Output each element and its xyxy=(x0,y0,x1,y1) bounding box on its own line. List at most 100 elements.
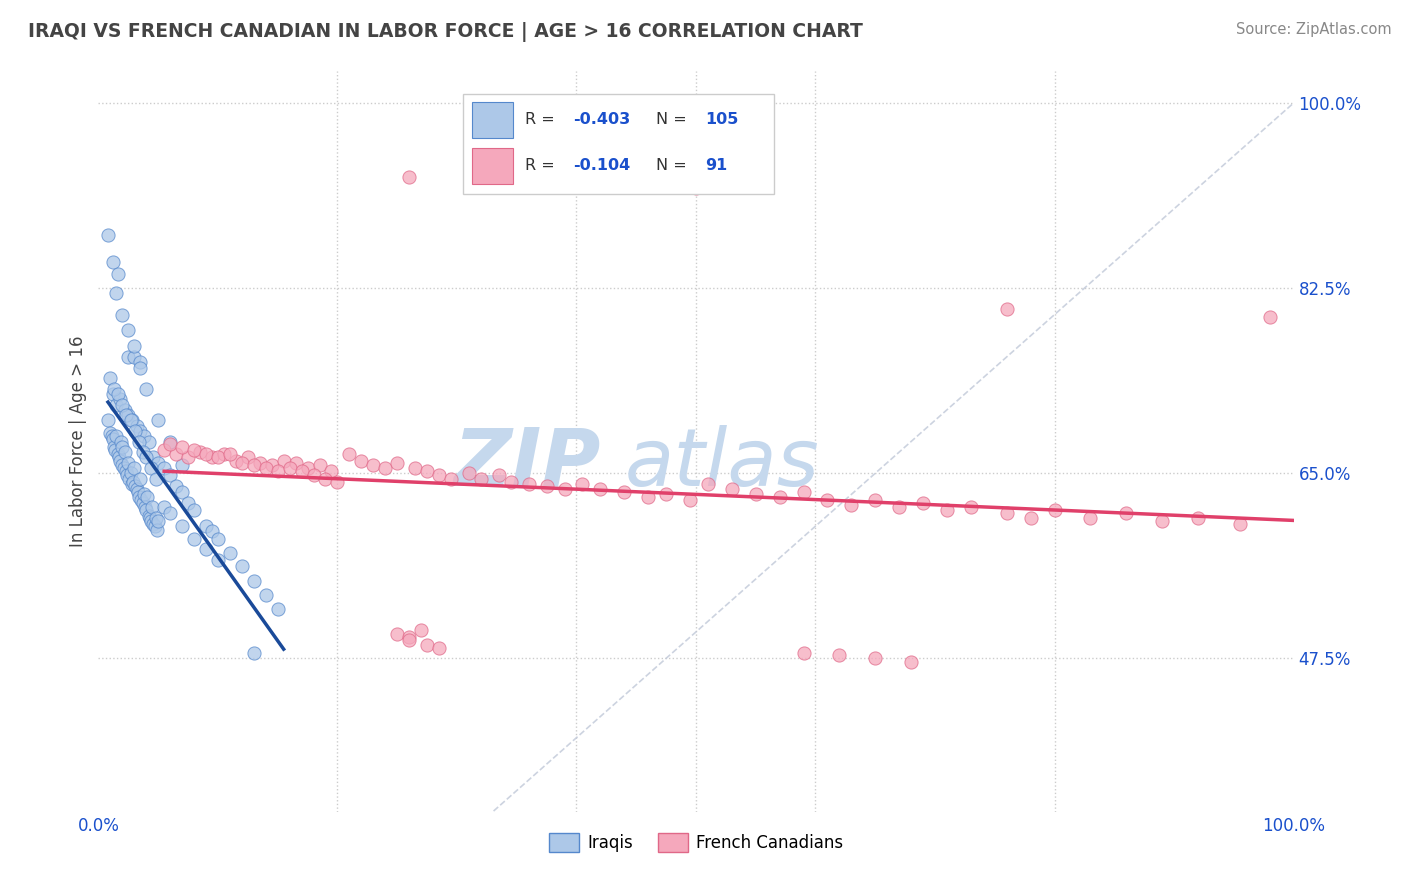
Point xyxy=(143,519,166,533)
Point xyxy=(117,324,139,338)
Point xyxy=(1115,507,1137,521)
Point xyxy=(159,434,181,449)
Point xyxy=(108,453,131,467)
Point xyxy=(146,524,169,538)
Point xyxy=(124,479,146,493)
Point xyxy=(195,447,218,461)
Point xyxy=(183,503,205,517)
Point xyxy=(107,450,129,465)
Point xyxy=(308,458,330,472)
Point xyxy=(243,574,266,589)
Point xyxy=(201,524,224,539)
Point xyxy=(398,170,420,185)
Point xyxy=(122,475,145,489)
Point xyxy=(134,500,156,515)
Point xyxy=(416,638,439,652)
Point xyxy=(145,510,167,524)
Point xyxy=(121,413,143,427)
Point xyxy=(655,487,678,501)
Point xyxy=(613,485,636,500)
Point xyxy=(124,424,146,438)
Point xyxy=(117,350,139,364)
Point xyxy=(183,442,205,457)
Point xyxy=(129,360,152,375)
Point xyxy=(111,458,134,472)
Point xyxy=(97,228,120,243)
Point xyxy=(115,468,138,483)
Point xyxy=(124,461,146,475)
Point xyxy=(98,371,122,385)
Point xyxy=(768,490,790,504)
Point xyxy=(249,456,271,470)
Point xyxy=(159,436,181,450)
Point xyxy=(135,382,157,396)
Point xyxy=(148,413,170,427)
Point xyxy=(145,472,167,486)
Point xyxy=(132,429,155,443)
Point xyxy=(107,268,129,282)
Point xyxy=(254,461,277,475)
Point xyxy=(291,464,314,478)
Point xyxy=(427,468,450,483)
Point xyxy=(1043,503,1066,517)
Point xyxy=(517,476,540,491)
Point xyxy=(207,450,229,465)
Point xyxy=(1258,310,1281,324)
Point xyxy=(326,475,349,489)
Point xyxy=(685,180,707,194)
Point xyxy=(231,559,253,574)
Point xyxy=(554,482,576,496)
Point xyxy=(571,476,593,491)
Point xyxy=(936,503,959,517)
Text: ZIP: ZIP xyxy=(453,425,600,503)
Point xyxy=(111,308,134,322)
Point xyxy=(125,418,148,433)
Point xyxy=(159,507,181,521)
Point xyxy=(153,461,176,475)
Point xyxy=(135,450,157,465)
Point xyxy=(117,408,139,422)
Point xyxy=(107,447,129,461)
Point xyxy=(115,408,138,422)
Point xyxy=(589,482,612,496)
Point xyxy=(225,453,247,467)
Point xyxy=(105,398,128,412)
Point xyxy=(841,498,863,512)
Point xyxy=(127,485,149,500)
Point xyxy=(219,546,242,560)
Point xyxy=(385,456,409,470)
Point xyxy=(165,479,187,493)
Point xyxy=(721,482,744,496)
Point xyxy=(267,464,290,478)
Point xyxy=(697,476,720,491)
Point xyxy=(165,447,187,461)
Point xyxy=(793,646,815,660)
Point xyxy=(159,468,181,483)
Point xyxy=(177,450,200,465)
Point xyxy=(219,447,242,461)
Point xyxy=(103,440,125,454)
Point xyxy=(148,456,170,470)
Point xyxy=(138,508,160,523)
Point xyxy=(118,472,141,486)
Point xyxy=(124,350,146,364)
Point xyxy=(207,532,229,546)
Point xyxy=(207,553,229,567)
Point xyxy=(243,646,266,660)
Point xyxy=(101,387,124,401)
Point xyxy=(195,542,218,557)
Point xyxy=(139,510,162,524)
Point xyxy=(128,490,150,504)
Y-axis label: In Labor Force | Age > 16: In Labor Force | Age > 16 xyxy=(69,335,87,548)
Point xyxy=(889,500,911,515)
Point xyxy=(865,492,887,507)
Point xyxy=(129,355,152,369)
Point xyxy=(101,254,124,268)
Point xyxy=(135,503,157,517)
Point xyxy=(404,461,426,475)
Point xyxy=(131,496,153,510)
Point xyxy=(120,413,142,427)
Point xyxy=(131,445,153,459)
Point xyxy=(148,514,170,528)
Point xyxy=(115,464,138,478)
